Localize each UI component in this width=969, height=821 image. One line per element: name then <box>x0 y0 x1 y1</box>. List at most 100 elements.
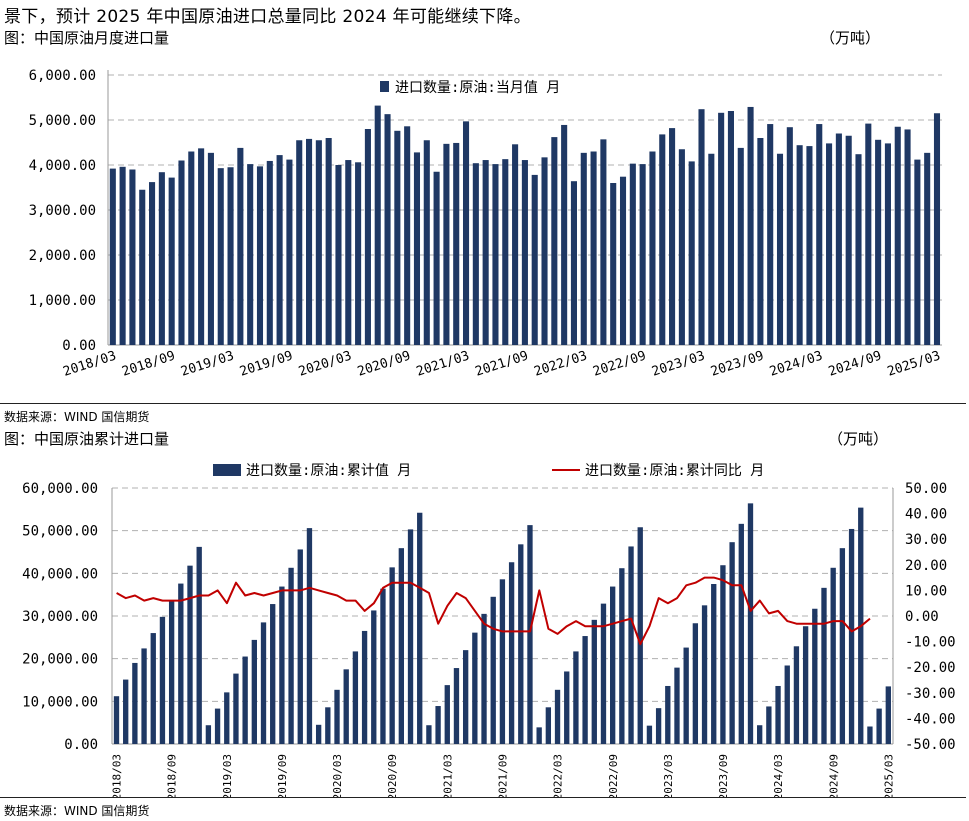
bar <box>737 147 744 345</box>
chart2-bottom-rule <box>0 797 966 798</box>
bar <box>776 153 784 345</box>
y-tick-label: 50,000.00 <box>22 524 98 540</box>
bar <box>775 685 781 744</box>
bar <box>527 525 533 744</box>
bar <box>766 706 772 744</box>
bar <box>306 138 313 345</box>
bar <box>848 528 855 744</box>
x-tick-label: 2022/03 <box>532 349 589 380</box>
bar <box>214 708 221 744</box>
y-tick-label: 5,000.00 <box>29 113 96 129</box>
y2-tick-label: 40.00 <box>905 507 947 523</box>
bar <box>380 588 386 744</box>
y-tick-label: 2,000.00 <box>29 248 96 264</box>
bar <box>472 163 479 345</box>
bar <box>786 127 793 345</box>
bar <box>669 128 676 345</box>
bar <box>462 121 470 345</box>
bar <box>867 726 873 744</box>
bar <box>325 138 332 345</box>
bar <box>570 181 578 345</box>
x-tick-label: 2021/09 <box>497 754 510 797</box>
x-tick-label: 2024/03 <box>768 349 825 380</box>
bar <box>187 565 193 744</box>
y2-tick-label: -10.00 <box>905 635 956 651</box>
bar <box>646 725 653 744</box>
bar <box>580 152 587 345</box>
bar <box>649 151 656 345</box>
y-tick-label: 60,000.00 <box>22 481 98 497</box>
bar <box>361 630 368 744</box>
bar <box>767 124 774 345</box>
bar <box>178 583 184 744</box>
x-tick-label: 2022/09 <box>607 754 620 797</box>
bar <box>802 626 809 744</box>
bar <box>398 548 405 744</box>
bar <box>738 523 744 744</box>
x-tick-label: 2024/09 <box>827 349 884 380</box>
bar <box>141 648 147 744</box>
bar <box>793 646 800 744</box>
chart2-source: 数据来源：WIND 国信期货 <box>4 804 150 818</box>
bar <box>394 130 401 345</box>
legend-label-bar: 进口数量:原油:累计值 月 <box>246 463 411 479</box>
bar <box>784 665 790 744</box>
bar <box>426 725 432 744</box>
bar <box>404 126 411 345</box>
bar <box>665 685 671 744</box>
bar <box>325 707 331 744</box>
x-tick-label: 2023/09 <box>717 754 730 797</box>
bar <box>600 603 607 744</box>
bar <box>266 160 273 345</box>
bar <box>371 610 377 744</box>
bar <box>435 706 441 744</box>
y-tick-label: 10,000.00 <box>22 694 98 710</box>
bar <box>109 168 116 345</box>
x-tick-label: 2019/03 <box>221 754 234 797</box>
x-tick-label: 2025/03 <box>882 754 895 797</box>
y-tick-label: 20,000.00 <box>22 652 98 668</box>
bar <box>237 147 244 345</box>
bar <box>582 636 588 744</box>
bar <box>573 651 579 744</box>
bar <box>875 139 882 345</box>
monthly-import-chart: 0.00 1,000.00 2,000.00 3,000.00 4,000.00 5,00… <box>29 68 943 380</box>
bar <box>113 696 120 744</box>
y-tick-label: 0.00 <box>62 338 96 354</box>
y-tick-label: 0.00 <box>64 737 98 753</box>
bar <box>306 528 313 744</box>
bar <box>637 527 643 744</box>
bar <box>433 171 440 345</box>
y2-tick-label: 10.00 <box>905 583 947 599</box>
bar <box>855 154 862 345</box>
bar <box>374 105 381 345</box>
x-tick-label: 2024/03 <box>772 754 785 797</box>
bar <box>541 157 548 345</box>
bar <box>129 169 136 345</box>
y2-tick-label: -50.00 <box>905 737 956 753</box>
bar <box>561 124 568 345</box>
chart1-bottom-rule <box>0 403 966 404</box>
x-tick-label: 2019/03 <box>179 349 236 380</box>
x-tick-label: 2022/03 <box>552 754 565 797</box>
bar <box>692 623 699 744</box>
x-tick-label: 2018/03 <box>111 754 124 797</box>
bar <box>720 565 726 744</box>
bar <box>876 708 882 744</box>
bar <box>119 166 126 345</box>
bar <box>168 177 175 345</box>
x-tick-label: 2020/09 <box>386 754 399 797</box>
x-tick-label: 2020/09 <box>356 349 413 380</box>
bar <box>270 604 276 744</box>
bar <box>610 586 616 744</box>
chart2-unit: （万吨） <box>828 430 889 448</box>
bar <box>276 155 283 345</box>
x-tick-label: 2020/03 <box>331 754 344 797</box>
bar <box>659 134 666 345</box>
bar <box>845 135 852 345</box>
bar <box>639 164 646 345</box>
bar <box>708 153 715 345</box>
bar <box>806 146 813 345</box>
bar <box>531 174 538 345</box>
y2-tick-label: 50.00 <box>905 481 947 497</box>
